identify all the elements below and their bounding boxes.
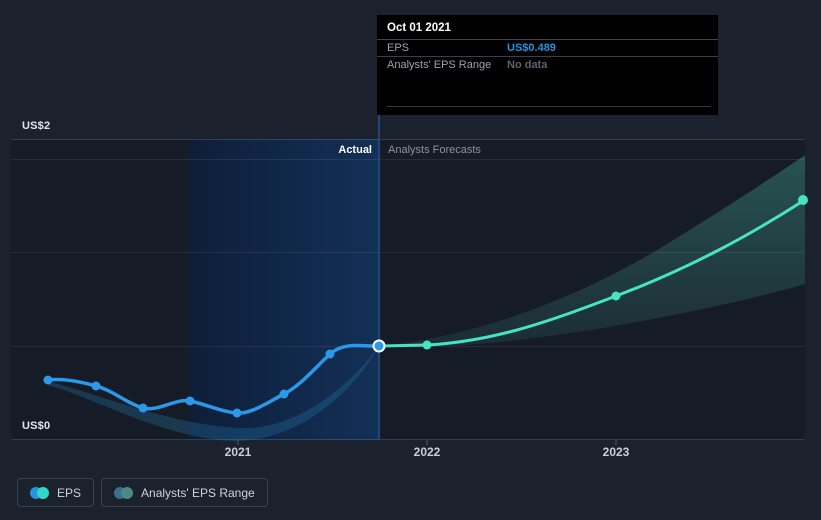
legend-eps-label: EPS bbox=[57, 485, 82, 500]
eps-data-point[interactable] bbox=[279, 389, 289, 399]
tooltip-range-row: Analysts' EPS Range No data bbox=[377, 57, 718, 73]
forecast-data-point[interactable] bbox=[422, 340, 432, 350]
actual-section-label: Actual bbox=[338, 144, 372, 156]
x-axis-label-2023: 2023 bbox=[602, 445, 630, 459]
tooltip-bottom-divider bbox=[387, 106, 711, 107]
forecast-eps-range-band bbox=[379, 155, 805, 347]
tooltip-eps-value: US$0.489 bbox=[507, 42, 556, 54]
tooltip-eps-row: EPS US$0.489 bbox=[377, 40, 718, 57]
tooltip-eps-label: EPS bbox=[387, 42, 410, 54]
eps-forecast-dot-icon bbox=[37, 486, 49, 499]
eps-data-point[interactable] bbox=[138, 403, 148, 413]
eps-data-point[interactable] bbox=[91, 381, 101, 391]
chart-tooltip: Oct 01 2021 EPS US$0.489 Analysts' EPS R… bbox=[377, 15, 718, 115]
past-eps-range-band bbox=[48, 348, 378, 441]
chart-legend: EPS Analysts' EPS Range bbox=[17, 478, 268, 507]
eps-data-point[interactable] bbox=[43, 375, 53, 385]
eps-data-point[interactable] bbox=[185, 396, 195, 406]
forecast-data-point[interactable] bbox=[611, 291, 621, 301]
y-axis-label-bottom: US$0 bbox=[22, 420, 51, 432]
eps-data-point[interactable] bbox=[232, 408, 242, 418]
x-axis-label-2021: 2021 bbox=[224, 445, 252, 459]
range-forecast-dot-icon bbox=[121, 486, 134, 499]
selected-data-point[interactable] bbox=[372, 339, 386, 353]
eps-legend-dots-icon bbox=[30, 486, 49, 499]
x-axis-label-2022: 2022 bbox=[413, 445, 441, 459]
tooltip-range-value: No data bbox=[507, 59, 548, 71]
tooltip-range-label: Analysts' EPS Range bbox=[387, 59, 492, 71]
y-axis-label-top: US$2 bbox=[22, 120, 51, 132]
tooltip-date: Oct 01 2021 bbox=[377, 15, 718, 40]
eps-data-point[interactable] bbox=[325, 349, 335, 359]
forecast-section-label: Analysts Forecasts bbox=[388, 144, 481, 156]
range-legend-dots-icon bbox=[114, 486, 134, 499]
legend-toggle-eps-range[interactable]: Analysts' EPS Range bbox=[101, 478, 268, 507]
forecast-end-point[interactable] bbox=[798, 195, 808, 205]
legend-toggle-eps[interactable]: EPS bbox=[17, 478, 95, 507]
legend-range-label: Analysts' EPS Range bbox=[141, 485, 255, 500]
